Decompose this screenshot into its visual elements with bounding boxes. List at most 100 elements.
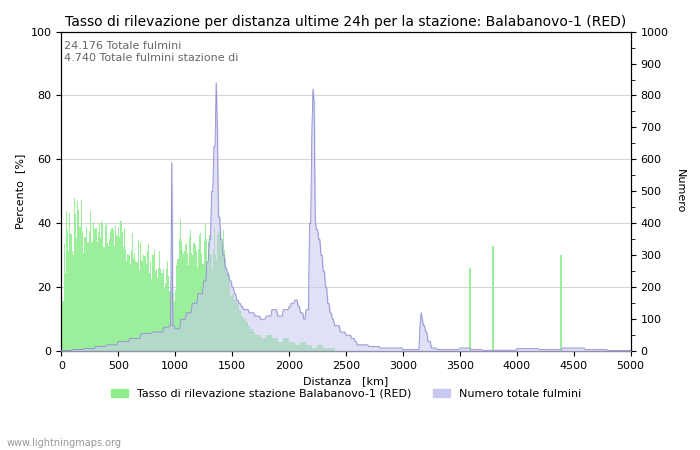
Bar — [133, 258, 134, 351]
Bar — [193, 243, 195, 351]
Bar — [142, 261, 144, 351]
Bar — [199, 235, 200, 351]
Bar — [202, 264, 204, 351]
Bar — [94, 229, 95, 351]
Bar — [211, 269, 213, 351]
Bar — [314, 348, 315, 351]
Bar — [67, 230, 68, 351]
Bar — [77, 201, 78, 351]
Bar — [176, 266, 177, 351]
Bar — [135, 261, 136, 351]
Bar — [304, 342, 305, 351]
Bar — [307, 345, 309, 351]
Bar — [223, 230, 224, 351]
Bar — [80, 201, 82, 351]
Bar — [84, 237, 85, 351]
Bar — [95, 228, 97, 351]
Bar — [320, 345, 321, 351]
Bar — [256, 335, 257, 351]
Bar — [119, 237, 120, 351]
Bar — [264, 338, 265, 351]
Bar — [287, 338, 288, 351]
Bar — [316, 348, 318, 351]
Bar — [561, 255, 562, 351]
Bar — [83, 253, 84, 351]
Bar — [324, 348, 326, 351]
Bar — [289, 342, 290, 351]
Bar — [248, 326, 249, 351]
Bar — [182, 251, 183, 351]
Bar — [332, 348, 333, 351]
Bar — [195, 251, 197, 351]
Bar — [130, 264, 131, 351]
Bar — [469, 268, 470, 351]
Text: www.lightningmaps.org: www.lightningmaps.org — [7, 438, 122, 448]
Bar — [279, 342, 280, 351]
Bar — [232, 294, 233, 351]
Bar — [90, 212, 91, 351]
Bar — [116, 235, 117, 351]
Bar — [262, 338, 264, 351]
Bar — [331, 348, 332, 351]
Bar — [111, 228, 113, 351]
Bar — [93, 221, 95, 351]
Bar — [104, 226, 106, 351]
Bar — [297, 345, 298, 351]
Bar — [240, 310, 241, 351]
Bar — [129, 256, 130, 351]
Bar — [186, 253, 188, 351]
Bar — [267, 335, 269, 351]
Bar — [147, 251, 148, 351]
Bar — [207, 268, 208, 351]
Bar — [209, 234, 211, 351]
Bar — [257, 335, 258, 351]
Bar — [225, 259, 226, 351]
Bar — [244, 319, 246, 351]
Bar — [280, 342, 281, 351]
Bar — [274, 338, 275, 351]
Bar — [231, 295, 232, 351]
Bar — [312, 348, 313, 351]
Bar — [309, 345, 311, 351]
Bar — [213, 249, 214, 351]
Bar — [271, 335, 272, 351]
Bar — [175, 290, 176, 351]
Bar — [71, 251, 73, 351]
Bar — [323, 348, 324, 351]
Bar — [288, 338, 289, 351]
Bar — [275, 338, 276, 351]
Bar — [276, 338, 278, 351]
Bar — [241, 316, 242, 351]
Bar — [253, 332, 255, 351]
Bar — [117, 236, 118, 351]
Bar — [216, 261, 217, 351]
Bar — [322, 345, 323, 351]
Bar — [73, 255, 74, 351]
Bar — [328, 348, 329, 351]
Bar — [78, 210, 80, 351]
Bar — [92, 242, 93, 351]
Bar — [272, 338, 273, 351]
Bar — [89, 230, 90, 351]
Bar — [85, 237, 86, 351]
Bar — [560, 255, 561, 351]
Bar — [165, 283, 166, 351]
Bar — [311, 345, 312, 351]
Bar — [242, 316, 244, 351]
Bar — [106, 225, 107, 351]
Bar — [204, 224, 206, 351]
Bar — [327, 348, 328, 351]
Bar — [109, 238, 110, 351]
Bar — [156, 270, 157, 351]
Bar — [166, 270, 167, 351]
Bar — [178, 239, 180, 351]
Title: Tasso di rilevazione per distanza ultime 24h per la stazione: Balabanovo-1 (RED): Tasso di rilevazione per distanza ultime… — [65, 15, 626, 29]
Bar — [120, 221, 122, 351]
Bar — [177, 259, 178, 351]
Bar — [98, 232, 99, 351]
Bar — [148, 244, 149, 351]
Bar — [246, 322, 247, 351]
Bar — [141, 260, 142, 351]
Bar — [174, 301, 175, 351]
Bar — [200, 233, 202, 351]
